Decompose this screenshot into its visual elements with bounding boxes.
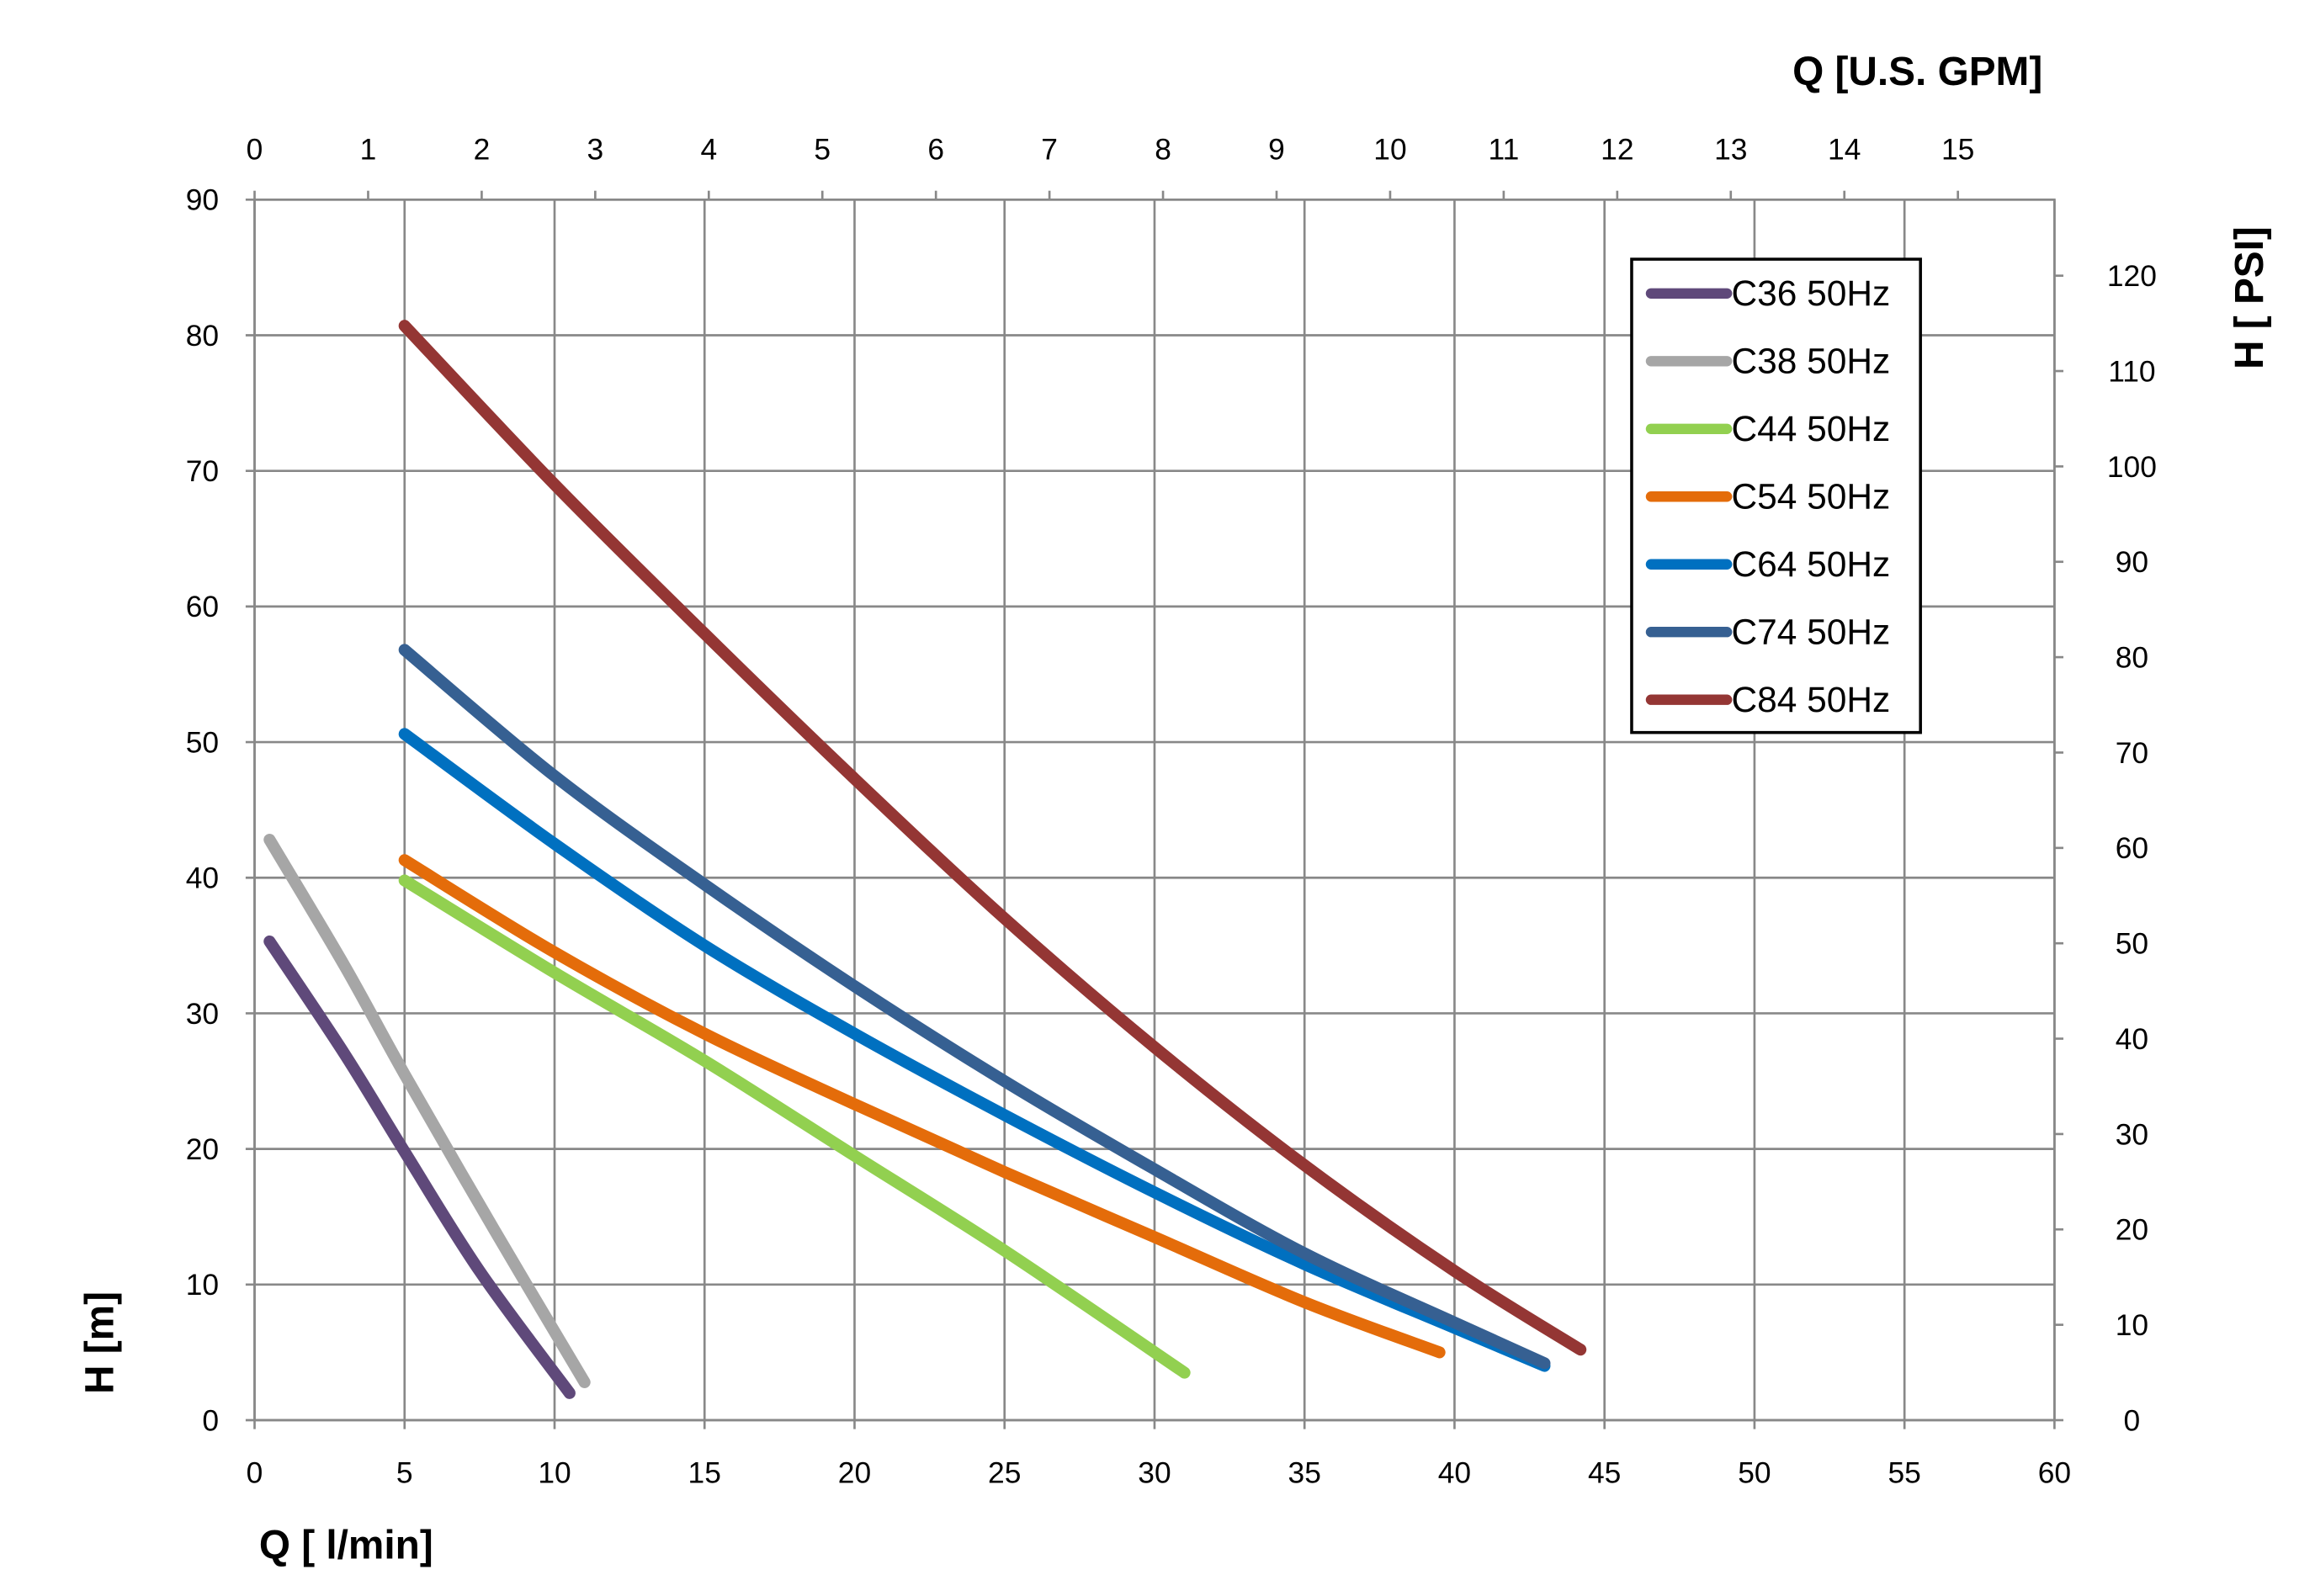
x2-tick-label: 3 xyxy=(587,134,604,167)
legend-label: C74 50Hz xyxy=(1732,612,1891,651)
series-line-c44 xyxy=(398,874,1191,1379)
y2-tick-label: 60 xyxy=(2116,832,2148,865)
x-tick-label: 55 xyxy=(1888,1456,1920,1489)
y-tick-label: 0 xyxy=(202,1404,219,1437)
x2-axis-label: Q [U.S. GPM] xyxy=(1792,50,2042,94)
y2-tick-label: 40 xyxy=(2116,1023,2148,1056)
x2-tick-label: 15 xyxy=(1941,134,1974,167)
x2-tick-label: 6 xyxy=(927,134,944,167)
legend-label: C64 50Hz xyxy=(1732,544,1891,584)
y-tick-label: 40 xyxy=(186,862,219,895)
x-tick-label: 5 xyxy=(396,1456,413,1489)
x2-tick-label: 14 xyxy=(1828,134,1861,167)
y2-tick-label: 10 xyxy=(2116,1309,2148,1342)
x2-tick-label: 1 xyxy=(360,134,377,167)
legend-label: C54 50Hz xyxy=(1732,476,1891,516)
y-axis-label: H [m] xyxy=(77,1291,122,1394)
y-tick-label: 50 xyxy=(186,726,219,759)
x2-tick-label: 13 xyxy=(1714,134,1747,167)
y2-tick-label: 80 xyxy=(2116,641,2148,674)
y-tick-label: 70 xyxy=(186,455,219,488)
x2-tick-label: 2 xyxy=(474,134,491,167)
y2-tick-label: 0 xyxy=(2124,1404,2141,1437)
x-tick-label: 35 xyxy=(1288,1456,1321,1489)
series-line-c36 xyxy=(263,935,576,1399)
y-tick-label: 30 xyxy=(186,998,219,1031)
y2-tick-label: 100 xyxy=(2107,451,2157,484)
x2-tick-label: 11 xyxy=(1489,134,1520,167)
series-line-c38 xyxy=(263,834,591,1388)
x-tick-label: 30 xyxy=(1138,1456,1171,1489)
series-line-c84 xyxy=(398,320,1587,1356)
legend-label: C84 50Hz xyxy=(1732,680,1891,719)
x-tick-label: 50 xyxy=(1738,1456,1771,1489)
x2-tick-label: 4 xyxy=(700,134,717,167)
x-tick-label: 15 xyxy=(688,1456,721,1489)
series-line-c64 xyxy=(398,728,1551,1372)
x-tick-label: 10 xyxy=(538,1456,571,1489)
legend: C36 50Hz C38 50Hz C44 50Hz C54 50Hz C64 50Hz… xyxy=(1630,257,1922,734)
y2-axis-label: H [ PSI] xyxy=(2227,226,2272,369)
legend-label: C38 50Hz xyxy=(1732,341,1891,380)
y-tick-label: 90 xyxy=(186,184,219,217)
x2-tick-label: 12 xyxy=(1601,134,1633,167)
y2-tick-label: 50 xyxy=(2116,928,2148,961)
x-tick-label: 45 xyxy=(1588,1456,1621,1489)
y-tick-label: 60 xyxy=(186,591,219,623)
x-tick-label: 20 xyxy=(838,1456,871,1489)
x2-tick-label: 0 xyxy=(247,134,263,167)
y2-tick-label: 70 xyxy=(2116,737,2148,770)
y-tick-label: 80 xyxy=(186,320,219,353)
legend-label: C44 50Hz xyxy=(1732,409,1891,448)
x2-tick-label: 10 xyxy=(1373,134,1406,167)
y2-tick-label: 120 xyxy=(2107,260,2157,293)
x-tick-label: 25 xyxy=(988,1456,1021,1489)
y-tick-label: 10 xyxy=(186,1269,219,1302)
x2-tick-label: 5 xyxy=(814,134,831,167)
x-tick-label: 0 xyxy=(247,1456,263,1489)
y-tick-label: 20 xyxy=(186,1133,219,1166)
legend-label: C36 50Hz xyxy=(1732,273,1891,313)
y2-tick-label: 20 xyxy=(2116,1214,2148,1247)
y2-tick-label: 90 xyxy=(2116,546,2148,579)
x2-tick-label: 8 xyxy=(1155,134,1171,167)
series-lines xyxy=(263,320,1587,1399)
series-line-c74 xyxy=(398,644,1551,1370)
y2-tick-label: 30 xyxy=(2116,1118,2148,1151)
y2-tick-label: 110 xyxy=(2108,355,2155,388)
x2-tick-label: 9 xyxy=(1268,134,1285,167)
tick-labels: 0 5 10 15 20 25 30 35 40 45 50 55 600102030405060708… xyxy=(186,134,2157,1490)
plot-frame xyxy=(253,198,2056,1422)
series-line-c54 xyxy=(398,854,1446,1359)
x2-tick-label: 7 xyxy=(1041,134,1058,167)
x-tick-label: 40 xyxy=(1438,1456,1471,1489)
x-tick-label: 60 xyxy=(2038,1456,2071,1489)
x-axis-label: Q [ l/min] xyxy=(259,1524,433,1568)
